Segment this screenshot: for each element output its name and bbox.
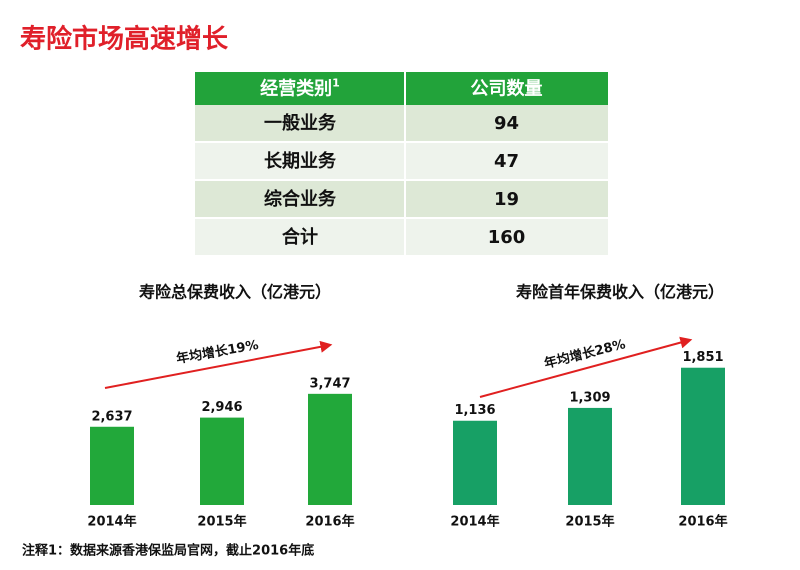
table-cell: 一般业务: [264, 112, 337, 134]
table-cell: 19: [494, 189, 519, 210]
chart-title: 寿险首年保费收入（亿港元）: [516, 283, 724, 302]
table-cell: 综合业务: [264, 188, 337, 210]
bar: [681, 367, 725, 505]
bar: [90, 426, 134, 505]
table-row-bg: [195, 181, 608, 217]
growth-annotation: 年均增长28%: [543, 336, 628, 372]
slide-title: 寿险市场高速增长: [20, 24, 229, 55]
x-tick-label: 2015年: [565, 514, 614, 530]
bar: [453, 420, 497, 505]
value-label: 2,946: [201, 400, 242, 415]
value-label: 1,136: [454, 403, 495, 418]
bar: [568, 407, 612, 505]
value-label: 2,637: [91, 409, 132, 424]
x-tick-label: 2016年: [305, 514, 354, 530]
value-label: 1,851: [682, 350, 723, 365]
table-cell: 47: [494, 151, 519, 172]
header-text: 公司数量: [471, 78, 543, 100]
x-tick-label: 2014年: [87, 514, 136, 530]
chart-title: 寿险总保费收入（亿港元）: [139, 283, 331, 302]
x-tick-label: 2015年: [197, 514, 246, 530]
table-cell: 长期业务: [264, 150, 337, 172]
x-tick-label: 2014年: [450, 514, 499, 530]
footnote: 注释1：数据来源香港保监局官网，截止2016年底: [22, 543, 314, 559]
table-header-bg: [195, 72, 608, 105]
growth-annotation: 年均增长19%: [175, 337, 260, 367]
x-tick-label: 2016年: [678, 514, 727, 530]
table-cell: 94: [494, 113, 519, 134]
table-header: 公司数量: [471, 78, 543, 100]
trend-arrow: [479, 336, 693, 398]
header-sup: 1: [332, 77, 340, 90]
header-text: 经营类别: [260, 78, 332, 100]
trend-arrow: [104, 340, 333, 389]
value-label: 1,309: [569, 390, 610, 405]
table-row-bg: [195, 219, 608, 255]
table-cell: 160: [488, 227, 526, 248]
table-row-bg: [195, 105, 608, 141]
table-row-bg: [195, 143, 608, 179]
value-label: 3,747: [309, 376, 350, 391]
bar: [200, 417, 244, 505]
table-header: 经营类别1: [260, 77, 340, 100]
table-cell: 合计: [282, 226, 318, 248]
bar: [308, 393, 352, 505]
